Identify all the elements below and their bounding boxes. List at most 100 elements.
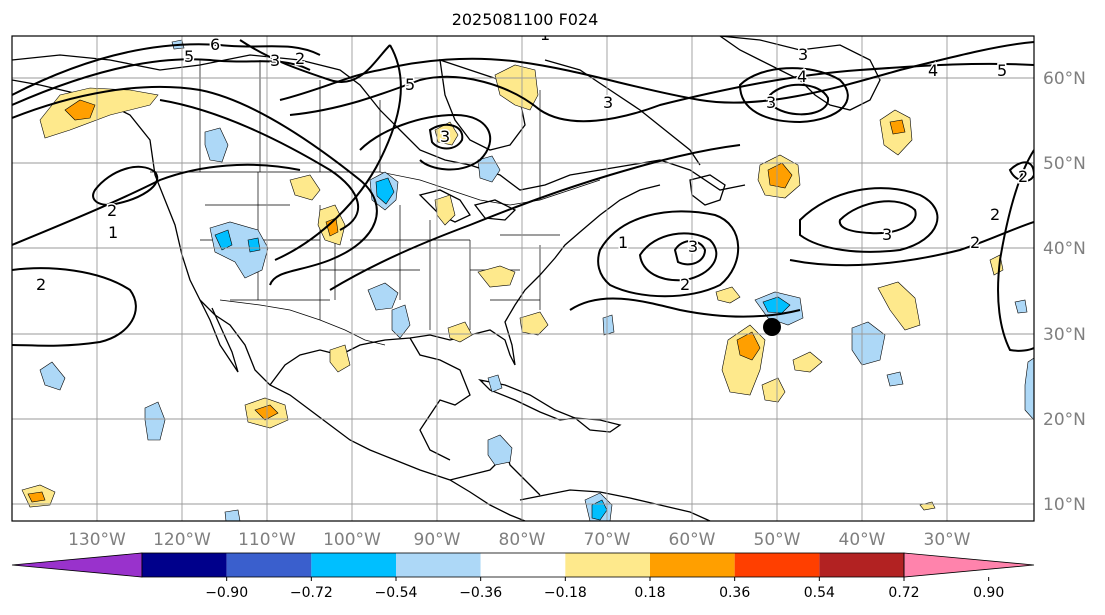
colorbar-segment bbox=[565, 553, 650, 577]
longitude-labels: 130°W 120°W 110°W 100°W 90°W 80°W 70°W 6… bbox=[68, 530, 971, 550]
colorbar-tick-label: 0.90 bbox=[973, 585, 1004, 601]
contour-label: 3 bbox=[766, 93, 776, 112]
lon-label: 70°W bbox=[584, 530, 631, 550]
contour-line bbox=[12, 43, 321, 96]
south-america bbox=[519, 489, 711, 521]
colorbar-extend-low bbox=[11, 552, 143, 578]
anomaly-negative bbox=[591, 499, 608, 521]
colorbar-tick-label: −0.18 bbox=[544, 585, 587, 601]
anomaly-negative bbox=[367, 282, 399, 311]
lon-label: 80°W bbox=[499, 530, 546, 550]
lon-label: 130°W bbox=[68, 530, 126, 550]
canadian-provinces bbox=[199, 60, 541, 200]
colorbar-tick-label: 0.54 bbox=[804, 585, 835, 601]
anomaly-negative bbox=[886, 371, 904, 387]
contour-label: 6 bbox=[210, 35, 220, 54]
contour-line bbox=[12, 267, 137, 347]
anomaly-positive bbox=[329, 344, 351, 373]
contour-label: 2 bbox=[107, 201, 117, 220]
colorbar-segment bbox=[819, 553, 904, 577]
hudson-bay bbox=[439, 59, 526, 151]
colorbar-tick-label: 0.72 bbox=[888, 585, 919, 601]
lon-label: 120°W bbox=[153, 530, 211, 550]
contour-label: 3 bbox=[798, 45, 808, 64]
contour-label: 3 bbox=[270, 51, 280, 70]
lon-label: 50°W bbox=[754, 530, 801, 550]
colorbar-segment bbox=[650, 553, 735, 577]
contour-label: 5 bbox=[405, 75, 415, 94]
lat-label: 60°N bbox=[1043, 69, 1086, 89]
anomaly-positive bbox=[761, 377, 786, 403]
contour-label: 5 bbox=[184, 47, 194, 66]
contour-label: 2 bbox=[36, 275, 46, 294]
latitude-labels: 60°N 50°N 40°N 30°N 20°N 10°N bbox=[1043, 69, 1086, 515]
contour-label: 5 bbox=[997, 61, 1007, 80]
colorbar: −0.90 −0.72 −0.54 −0.36 −0.18 0.18 0.36 0.54 0.7… bbox=[11, 552, 1035, 601]
contour-line bbox=[239, 39, 391, 83]
contour-label: 1 bbox=[540, 25, 550, 44]
anomaly-negative bbox=[602, 314, 615, 336]
contour-line bbox=[838, 200, 917, 235]
colorbar-tick-label: −0.36 bbox=[459, 585, 502, 601]
contour-label: 1 bbox=[108, 223, 118, 242]
contour-line bbox=[768, 83, 830, 116]
anomaly-positive bbox=[434, 121, 459, 146]
anomaly-negative bbox=[851, 321, 886, 366]
canada-north bbox=[12, 54, 746, 191]
colorbar-tick-label: 0.18 bbox=[634, 585, 665, 601]
anomaly-negative bbox=[144, 401, 166, 441]
colorbar-segment bbox=[734, 553, 820, 577]
storm-center-marker bbox=[763, 318, 781, 336]
anomaly-positive bbox=[792, 351, 823, 373]
lat-label: 10°N bbox=[1043, 495, 1086, 515]
lon-label: 40°W bbox=[839, 530, 886, 550]
anomaly-negative bbox=[487, 374, 503, 393]
anomaly-positive bbox=[39, 87, 159, 139]
colorbar-tick-label: −0.90 bbox=[205, 585, 248, 601]
anomaly-negative bbox=[224, 509, 241, 521]
gridlines bbox=[12, 36, 1034, 521]
contour-label: 2 bbox=[970, 233, 980, 252]
colorbar-tick-label: −0.72 bbox=[290, 585, 333, 601]
anomaly-positive bbox=[715, 286, 741, 304]
lon-label: 100°W bbox=[323, 530, 381, 550]
colorbar-segment bbox=[396, 553, 481, 577]
colorbar-extend-high bbox=[903, 552, 1035, 578]
lat-label: 30°N bbox=[1043, 325, 1086, 345]
contour-label: 2 bbox=[1018, 167, 1028, 186]
lon-label: 60°W bbox=[669, 530, 716, 550]
greenland bbox=[718, 36, 881, 111]
contour-label: 2 bbox=[990, 205, 1000, 224]
lat-label: 50°N bbox=[1043, 154, 1086, 174]
anomaly-positive bbox=[27, 491, 46, 503]
contour-line bbox=[92, 165, 159, 207]
anomaly-positive bbox=[325, 217, 339, 237]
contour-line bbox=[569, 297, 801, 318]
anomaly-positive bbox=[64, 99, 96, 121]
anomaly-positive bbox=[767, 162, 793, 189]
contour-line bbox=[159, 99, 360, 231]
anomaly-positive bbox=[736, 331, 761, 361]
anomaly-negative bbox=[762, 296, 791, 314]
colorbar-tick-label: −0.54 bbox=[375, 585, 418, 601]
hispaniola bbox=[572, 417, 622, 433]
contour-line bbox=[673, 240, 707, 266]
lon-label: 30°W bbox=[924, 530, 971, 550]
anomaly-negative bbox=[1014, 299, 1028, 314]
anomaly-negative bbox=[204, 127, 229, 163]
contour-line bbox=[789, 221, 1034, 267]
contour-label: 3 bbox=[688, 237, 698, 256]
contour-line bbox=[799, 187, 939, 253]
colorbar-segment bbox=[226, 553, 312, 577]
anomaly-negative bbox=[487, 434, 513, 466]
lon-label: 90°W bbox=[414, 530, 461, 550]
contour-line bbox=[12, 85, 378, 286]
us-canada-border bbox=[150, 171, 601, 206]
contour-line bbox=[997, 149, 1034, 352]
anomaly-positive bbox=[289, 174, 321, 201]
anomaly-negative bbox=[39, 361, 66, 391]
contour-line bbox=[597, 210, 740, 298]
contour-line bbox=[738, 67, 849, 124]
contour-label: 4 bbox=[797, 67, 807, 86]
